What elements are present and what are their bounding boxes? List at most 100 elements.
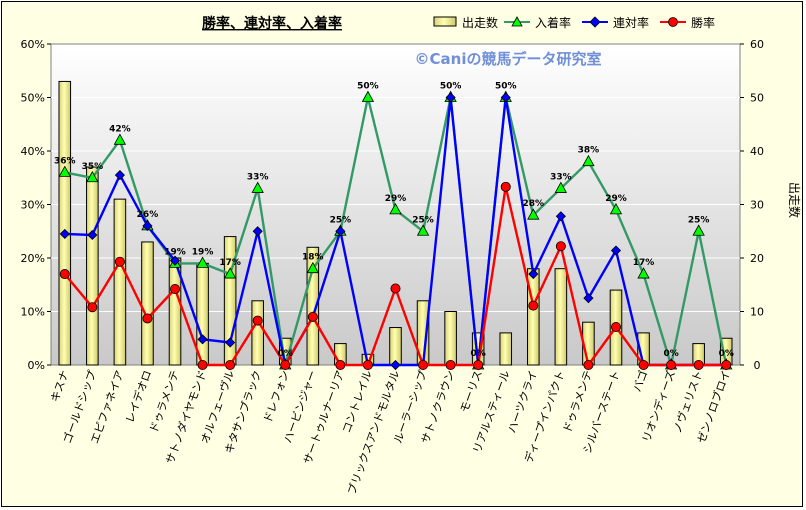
data-label: 0% — [278, 349, 293, 359]
win-marker — [555, 241, 566, 252]
rentai-marker — [583, 293, 594, 304]
data-label: 0% — [663, 349, 678, 359]
y-tick-label-right: 50 — [750, 92, 764, 105]
win-marker — [307, 311, 318, 322]
y-tick-label-right: 60 — [750, 38, 764, 51]
win-marker — [445, 359, 456, 370]
category-label: ドレフォン — [261, 369, 292, 425]
y-tick-label-left: 60% — [21, 38, 45, 51]
legend-label-bar: 出走数 — [462, 15, 498, 30]
legend-label-entry: 入着率 — [535, 15, 571, 30]
y-tick-label-left: 50% — [21, 92, 45, 105]
legend-marker-win — [668, 17, 678, 27]
win-marker — [638, 359, 649, 370]
y-tick-label-right: 0 — [754, 359, 761, 372]
chart-title: 勝率、連対率、入着率 — [202, 15, 342, 32]
bar — [306, 246, 320, 366]
data-label: 19% — [192, 247, 214, 257]
data-label: 25% — [330, 215, 352, 225]
data-label: 17% — [633, 258, 655, 268]
entry-marker — [609, 203, 623, 215]
data-label: 29% — [605, 194, 627, 204]
win-marker — [362, 359, 373, 370]
rentai-marker — [335, 226, 346, 237]
legend-label-win: 勝率 — [691, 15, 715, 30]
y-tick-label-right: 30 — [750, 199, 764, 212]
data-label: 36% — [54, 156, 76, 166]
data-label: 0% — [719, 349, 734, 359]
entry-marker — [692, 224, 705, 236]
entry-marker — [389, 203, 402, 215]
legend-label-rentai: 連対率 — [613, 15, 649, 30]
x-axis-categories: キスナゴールドシップエピファネイアレイデオロドゥラメンテサトノダイヤモンドオルフ… — [48, 368, 733, 496]
rentai-marker — [114, 170, 125, 181]
data-label: 50% — [357, 82, 379, 92]
bar — [444, 311, 457, 366]
win-marker — [528, 300, 539, 311]
bar — [113, 198, 127, 366]
bar — [196, 262, 209, 366]
entry-marker — [582, 154, 595, 167]
data-label: 35% — [82, 162, 104, 172]
data-label: 0% — [471, 349, 486, 359]
win-marker — [610, 322, 621, 333]
entry-marker — [223, 267, 237, 279]
rentai-marker — [225, 337, 236, 348]
y-axis-right-label: 出走数 — [787, 182, 802, 218]
data-label: 17% — [219, 258, 241, 268]
y-tick-label-right: 10 — [750, 306, 764, 319]
category-label: バゴ — [630, 368, 651, 393]
rentai-marker — [252, 226, 263, 237]
y-axis-right: 0 10 20 30 40 50 60 — [740, 38, 764, 372]
data-label: 42% — [109, 124, 131, 134]
watermark: ©Caniの競馬データ研究室 — [415, 50, 602, 68]
data-label: 18% — [302, 253, 324, 263]
rentai-marker — [390, 359, 401, 371]
data-label: 29% — [385, 194, 407, 204]
win-marker — [280, 359, 291, 370]
data-label: 25% — [688, 215, 710, 225]
rentai-marker — [610, 245, 622, 256]
legend-marker-entry — [511, 16, 523, 27]
category-label: レイデオロ — [122, 368, 154, 424]
entry-marker — [113, 133, 127, 145]
rentai-marker — [555, 211, 566, 222]
win-marker — [59, 269, 70, 280]
win-marker — [114, 256, 125, 267]
win-marker — [500, 181, 511, 192]
entry-marker — [196, 256, 209, 268]
entry-marker — [361, 90, 375, 102]
bar — [499, 332, 513, 366]
win-marker — [87, 302, 98, 313]
entry-marker — [251, 181, 264, 193]
win-marker — [142, 313, 153, 324]
bar — [58, 80, 72, 366]
data-label: 26% — [137, 210, 159, 220]
win-marker — [583, 359, 594, 370]
win-marker — [252, 315, 263, 326]
data-label: 33% — [550, 172, 572, 182]
y-tick-label-left: 0% — [28, 359, 45, 372]
y-tick-label-left: 40% — [21, 145, 45, 158]
bar — [86, 166, 99, 366]
y-tick-label-left: 10% — [21, 306, 45, 319]
win-marker — [335, 359, 346, 370]
data-label: 28% — [523, 199, 545, 209]
bar — [389, 327, 402, 366]
rentai-marker — [142, 220, 153, 231]
data-label: 38% — [578, 146, 600, 156]
entry-marker — [554, 181, 568, 193]
win-marker — [197, 359, 208, 370]
rentai-marker — [528, 268, 539, 280]
win-marker — [170, 284, 181, 295]
legend-swatch-bar — [433, 16, 457, 27]
win-marker — [693, 359, 704, 370]
win-marker — [473, 359, 484, 370]
rentai-marker — [445, 92, 456, 103]
data-label: 50% — [495, 82, 517, 92]
rentai-marker — [500, 92, 511, 103]
data-label: 50% — [440, 82, 462, 92]
category-label: モーリス — [458, 369, 485, 415]
entry-marker — [86, 170, 99, 183]
